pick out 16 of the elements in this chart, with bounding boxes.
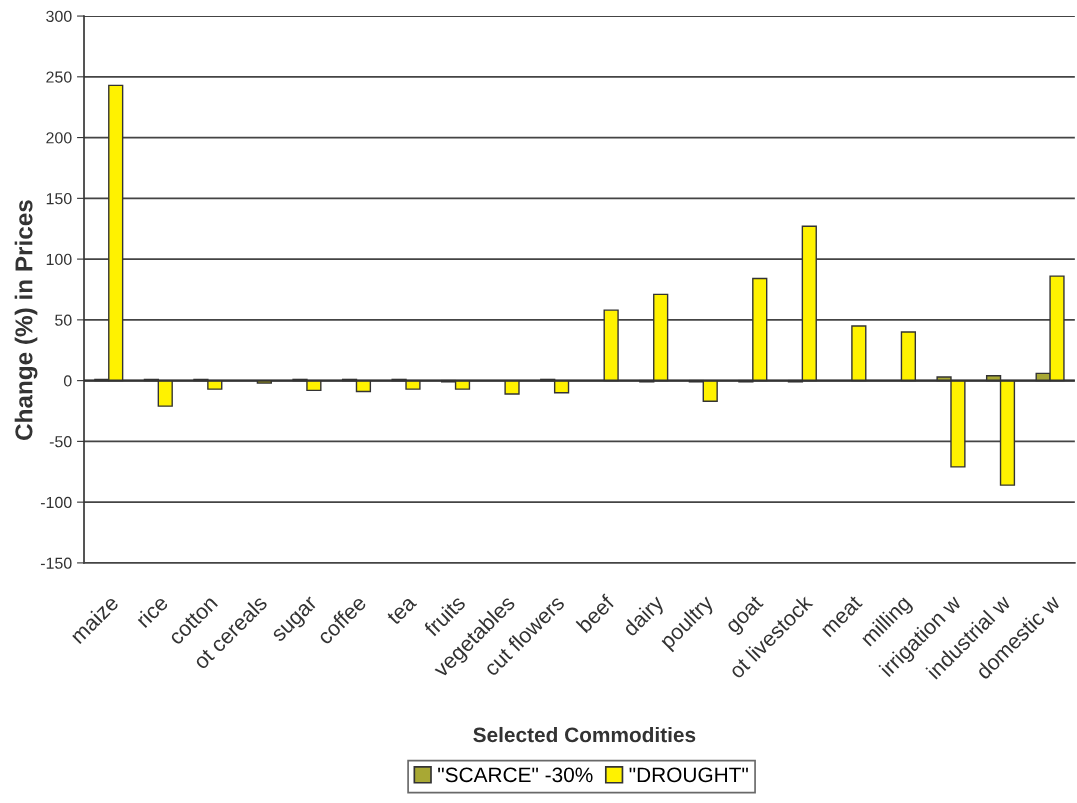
x-tick-label: tea [386, 594, 418, 626]
x-axis-title: Selected Commodities [473, 726, 696, 743]
y-tick-label: 100 [46, 253, 72, 266]
y-axis-title: Change (%) in Prices [14, 200, 38, 440]
y-tick-label: -50 [49, 436, 72, 448]
legend-label: "DROUGHT" [629, 767, 748, 783]
y-tick-label: 200 [46, 132, 72, 144]
x-tick-label: rice [134, 594, 169, 629]
y-tick-label: 250 [46, 71, 72, 83]
y-tick-label: 0 [63, 375, 72, 387]
y-tick-label: 50 [55, 314, 72, 326]
legend-label: "SCARCE" -30% [438, 767, 593, 783]
y-tick-label: 150 [46, 192, 72, 205]
y-tick-label: 300 [46, 10, 72, 22]
y-tick-label: -150 [40, 557, 72, 569]
y-tick-label: -100 [40, 496, 72, 509]
